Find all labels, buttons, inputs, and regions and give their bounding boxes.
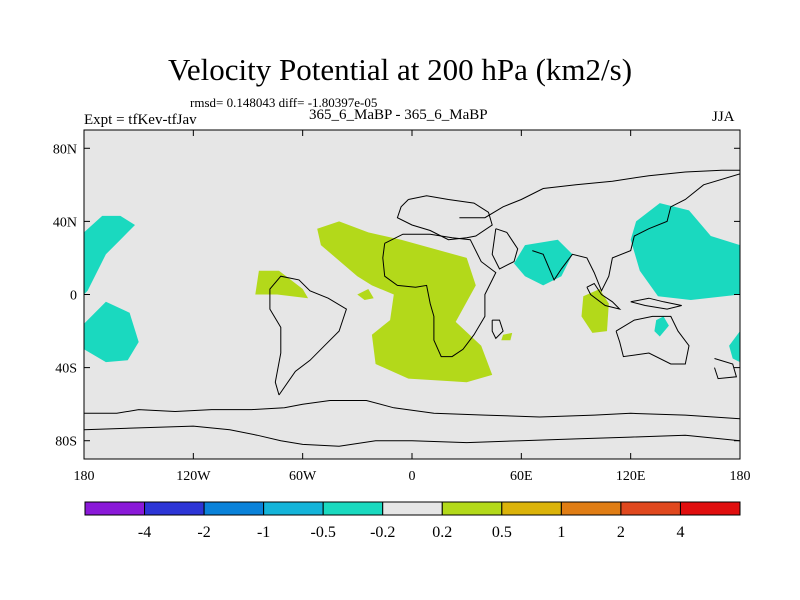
- coastline-7: [532, 173, 740, 293]
- colorbar-tick-label: -1: [257, 524, 270, 541]
- colorbar-tick-label: -2: [197, 524, 210, 541]
- coastline-1: [84, 400, 740, 420]
- chart-title: Velocity Potential at 200 hPa (km2/s): [167, 52, 633, 87]
- colorbar-box-4: [263, 501, 324, 516]
- x-tick-label: 120E: [616, 469, 646, 484]
- colorbar-box-6: [382, 501, 443, 516]
- y-tick-label: 80N: [53, 142, 77, 157]
- colorbar-box-1: [84, 501, 146, 516]
- colorbar-box-11: [679, 501, 741, 516]
- land-outlines: [84, 169, 740, 447]
- stats-text: rmsd= 0.148043 diff= -1.80397e-05: [190, 95, 378, 110]
- x-tick-label: 60W: [289, 469, 317, 484]
- shaded-region-11: [729, 331, 740, 363]
- shaded-region-9: [630, 203, 740, 300]
- x-tick-label: 60E: [510, 469, 533, 484]
- coastline-4: [396, 195, 493, 241]
- colorbar-tick-label: -0.2: [370, 524, 395, 541]
- shaded-region-7: [501, 332, 513, 341]
- shaded-region-4: [255, 270, 309, 299]
- case-comparison-label: 365_6_MaBP - 365_6_MaBP: [309, 107, 488, 123]
- shaded-regions: [84, 203, 740, 383]
- shaded-region-10: [654, 316, 669, 337]
- experiment-label: Expt = tfKev-tfJav: [84, 112, 197, 128]
- colorbar-tick-label: -4: [138, 524, 151, 541]
- colorbar-box-3: [203, 501, 265, 516]
- shaded-region-2: [84, 301, 139, 363]
- coastline-10: [714, 358, 738, 380]
- coastline-13: [630, 297, 682, 310]
- y-tick-label: 80S: [55, 435, 77, 450]
- coastline-3: [269, 275, 348, 396]
- colorbar-box-8: [501, 501, 562, 516]
- y-tick-label: 40S: [55, 362, 77, 377]
- coastline-11: [491, 319, 504, 340]
- coastline-5: [382, 233, 497, 358]
- colorbar-box-2: [144, 501, 205, 516]
- colorbar-box-10: [620, 501, 681, 516]
- season-label: JJA: [712, 109, 735, 125]
- colorbar-box-7: [441, 501, 503, 516]
- x-tick-label: 180: [730, 469, 751, 484]
- colorbar-tick-label: 0.5: [492, 524, 512, 541]
- colorbar-tick-label: 4: [676, 524, 684, 541]
- axes: 180 120W 60W 0 60E 120E 180 80N 40N 0 40S 80S: [53, 130, 751, 484]
- shaded-region-5: [357, 289, 374, 300]
- coastline-12: [586, 282, 622, 311]
- colorbar-tick-label: 2: [617, 524, 625, 541]
- x-tick-label: 180: [74, 469, 95, 484]
- colorbar-box-9: [560, 501, 622, 516]
- shaded-region-1: [84, 215, 135, 295]
- colorbar: -4 -2 -1 -0.5 -0.2 0.2 0.5 1 2 4: [84, 501, 741, 541]
- shaded-region-6: [581, 289, 609, 333]
- y-tick-label: 40N: [53, 215, 77, 230]
- coastline-6: [491, 228, 519, 270]
- x-tick-label: 0: [409, 469, 416, 484]
- shaded-region-3: [317, 221, 493, 383]
- coastline-2: [84, 425, 740, 447]
- colorbar-box-5: [322, 501, 384, 516]
- y-tick-label: 0: [70, 289, 77, 304]
- x-tick-label: 120W: [176, 469, 211, 484]
- coastline-9: [615, 315, 690, 365]
- colorbar-tick-label: -0.5: [311, 524, 336, 541]
- colorbar-tick-label: 0.2: [432, 524, 452, 541]
- coastline-8: [459, 169, 740, 219]
- colorbar-tick-label: 1: [557, 524, 565, 541]
